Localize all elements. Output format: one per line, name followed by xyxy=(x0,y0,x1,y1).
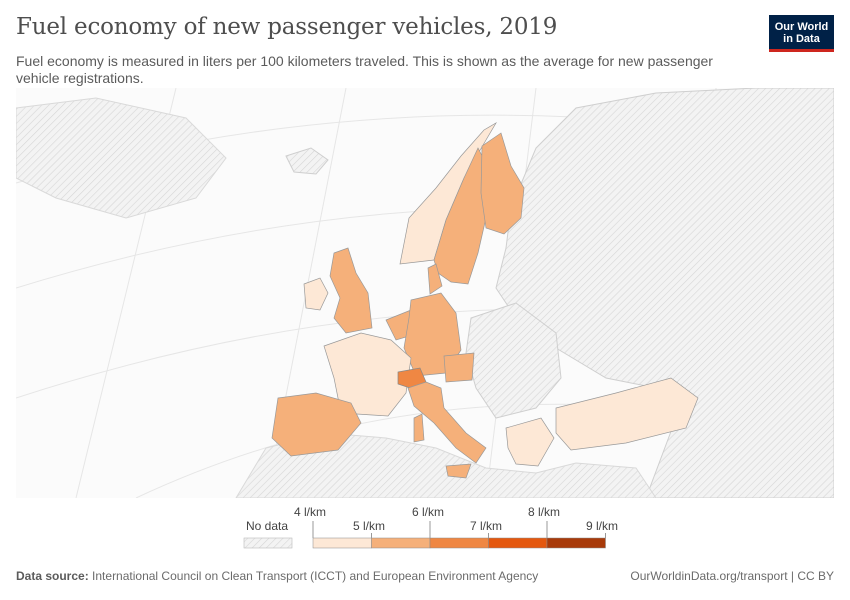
country-ireland[interactable] xyxy=(303,277,329,311)
country-austria-czech[interactable] xyxy=(443,352,475,383)
chart-title: Fuel economy of new passenger vehicles, … xyxy=(16,14,558,40)
legend-tick-8: 8 l/km xyxy=(528,505,561,519)
country-italy[interactable] xyxy=(407,381,487,464)
island-sardinia[interactable] xyxy=(413,413,425,443)
country-iceland[interactable] xyxy=(285,147,329,175)
country-turkey[interactable] xyxy=(555,377,699,451)
legend-no-data-label: No data xyxy=(246,519,289,533)
island-sicily[interactable] xyxy=(445,463,472,479)
legend-bin-2[interactable] xyxy=(371,537,431,549)
country-denmark[interactable] xyxy=(427,263,443,295)
legend-tick-7: 7 l/km xyxy=(470,519,503,533)
footer: Data source: International Council on Cl… xyxy=(16,569,834,583)
legend-tick-4: 4 l/km xyxy=(294,505,327,519)
source-label: Data source: xyxy=(16,569,89,583)
region-east-europe-russia[interactable] xyxy=(495,87,835,499)
legend-tick-9: 9 l/km xyxy=(586,519,619,533)
europe-map[interactable] xyxy=(15,87,835,499)
legend-bin-4[interactable] xyxy=(488,537,548,549)
owid-logo[interactable]: Our World in Data xyxy=(769,15,834,52)
legend-bin-5[interactable] xyxy=(546,537,606,549)
country-france[interactable] xyxy=(323,332,412,417)
chart-subtitle: Fuel economy is measured in liters per 1… xyxy=(16,53,713,86)
country-greece[interactable] xyxy=(505,417,555,467)
legend-tick-5: 5 l/km xyxy=(353,519,386,533)
legend-tick-6: 6 l/km xyxy=(412,505,445,519)
country-uk[interactable] xyxy=(329,247,373,334)
map-legend: No data 4 l/km 6 l/km 8 l/km 5 l/km 7 l/… xyxy=(240,503,640,553)
map-area[interactable] xyxy=(15,87,835,499)
source-text: International Council on Clean Transport… xyxy=(92,569,539,583)
legend-bin-1[interactable] xyxy=(312,537,372,549)
legend-bin-3[interactable] xyxy=(429,537,489,549)
credit-link[interactable]: OurWorldinData.org/transport | CC BY xyxy=(630,569,834,583)
logo-line-2: in Data xyxy=(783,33,820,45)
legend-graphic xyxy=(243,521,606,549)
region-greenland[interactable] xyxy=(15,97,227,219)
legend-no-data-swatch xyxy=(243,537,293,549)
logo-line-1: Our World xyxy=(774,21,829,33)
country-finland[interactable] xyxy=(480,132,525,235)
country-spain-portugal[interactable] xyxy=(271,392,362,457)
